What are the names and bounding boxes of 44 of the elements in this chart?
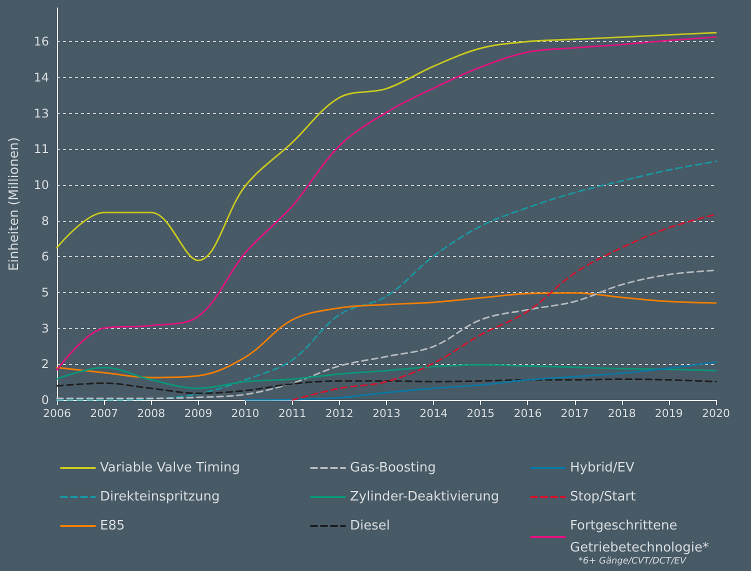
legend-label: Fortgeschrittene Getriebetechnologie* <box>570 518 710 556</box>
y-tick-label: 3 <box>41 321 49 336</box>
y-tick-label: 16 <box>34 34 49 49</box>
legend-label: Diesel <box>350 518 390 534</box>
x-tick-label: 2014 <box>420 407 448 420</box>
text: *6+ Gänge/CVT/DCT/EV <box>578 556 687 566</box>
legend-label: Variable Valve Timing <box>100 460 240 476</box>
y-tick-label: 8 <box>41 214 49 228</box>
line-series <box>244 361 717 401</box>
x-tick-label: 2013 <box>372 407 400 420</box>
y-tick-label: 14 <box>34 70 49 84</box>
line-series <box>56 292 717 378</box>
y-tick-label: 0 <box>41 393 49 407</box>
legend-label: Stop/Start <box>570 490 636 504</box>
y-tick-label: 13 <box>34 106 49 120</box>
x-tick-label: 2017 <box>560 407 589 420</box>
legend-label: E85 <box>100 518 125 534</box>
x-tick-label: 2015 <box>466 407 495 420</box>
legend-label: Zylinder-Deaktivierung <box>350 490 500 504</box>
x-tick-label: 2009 <box>184 407 212 420</box>
line-series <box>56 36 717 371</box>
legend-label: Direkteinspritzung <box>100 490 220 504</box>
x-tick-label: 2020 <box>702 407 730 420</box>
x-tick-label: 2007 <box>90 407 118 420</box>
y-tick-label: 2 <box>41 357 49 372</box>
x-tick-label: 2010 <box>231 407 260 420</box>
line-series <box>56 32 717 262</box>
x-tick-label: 2006 <box>43 407 71 420</box>
x-tick-label: 2016 <box>514 407 542 420</box>
line-series <box>56 378 717 394</box>
y-tick-label: 10 <box>34 178 49 192</box>
x-tick-label: 2018 <box>608 407 636 420</box>
line-series <box>56 364 717 390</box>
x-tick-label: 2008 <box>137 407 166 420</box>
x-tick-label: 2019 <box>654 407 683 420</box>
y-axis-title: Einheiten (Millionen) <box>7 137 22 271</box>
y-tick-label: 5 <box>41 285 49 300</box>
x-tick-label: 2012 <box>325 407 354 420</box>
line-series <box>292 214 717 401</box>
y-tick-label: 11 <box>34 142 49 156</box>
x-tick-label: 2011 <box>278 407 306 420</box>
legend-label: Hybrid/EV <box>570 460 635 476</box>
legend-label: Gas-Boosting <box>350 460 436 476</box>
y-tick-label: 6 <box>41 250 49 264</box>
